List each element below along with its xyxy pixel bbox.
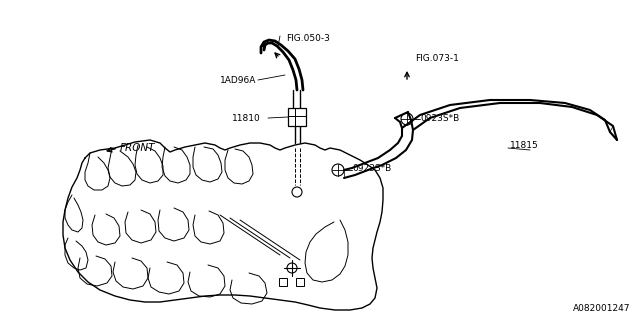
Text: 11815: 11815 (510, 140, 539, 149)
Text: A082001247: A082001247 (573, 304, 630, 313)
Bar (279, 278, 287, 286)
Text: FIG.073-1: FIG.073-1 (415, 54, 459, 63)
Text: 11810: 11810 (232, 114, 260, 123)
Text: 1AD96A: 1AD96A (220, 76, 257, 84)
Text: FIG.050-3: FIG.050-3 (286, 34, 330, 43)
Bar (296, 278, 304, 286)
Text: 0923S*B: 0923S*B (352, 164, 391, 172)
Text: 0923S*B: 0923S*B (420, 114, 460, 123)
Text: FRONT: FRONT (120, 143, 156, 153)
FancyBboxPatch shape (288, 108, 306, 126)
